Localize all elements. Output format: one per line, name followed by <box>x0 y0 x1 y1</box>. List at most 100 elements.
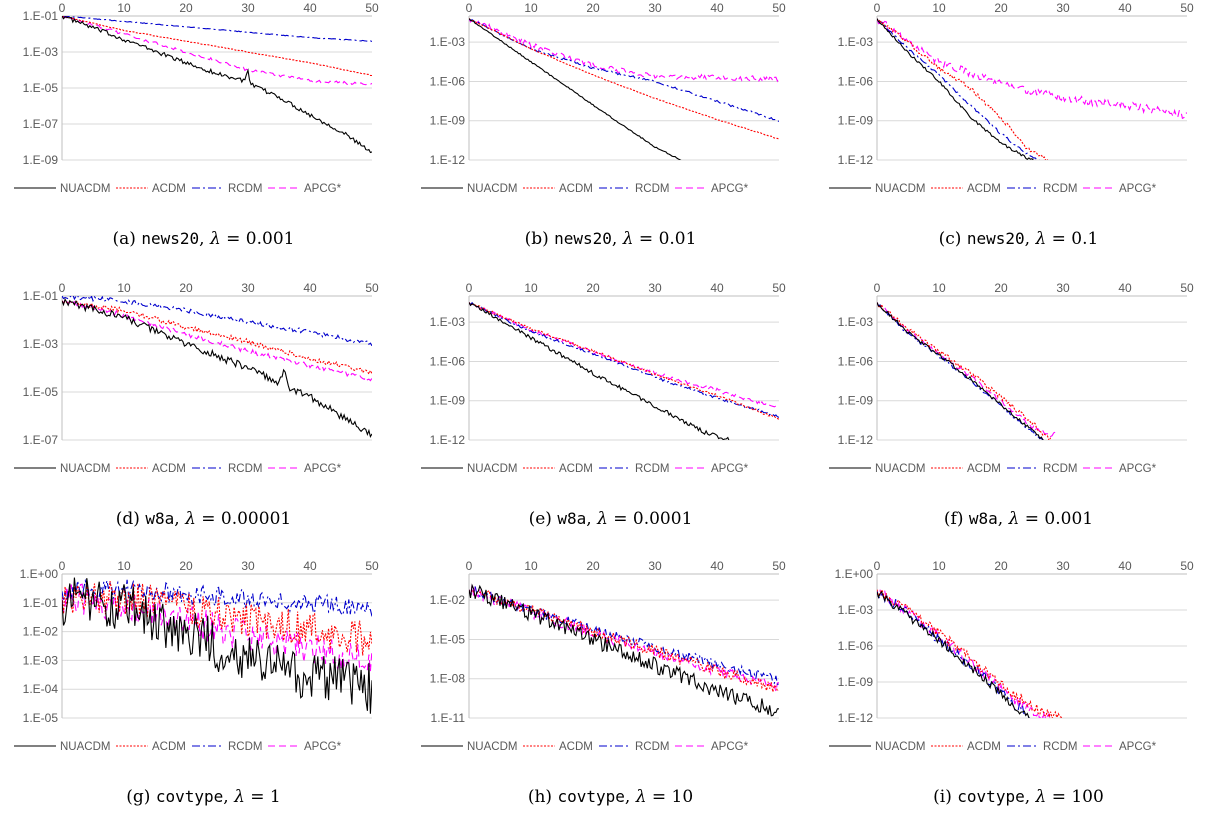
legend-label: APCG* <box>1119 183 1157 195</box>
y-tick-label: 1.E-12 <box>838 711 874 725</box>
chart-panel-h: 1.E-02 1.E-05 1.E-08 1.E-11 0 10 20 30 40 50 NUACD… <box>407 558 814 836</box>
x-tick-label: 50 <box>365 281 379 295</box>
y-tick-label: 1.E-01 <box>23 9 59 23</box>
caption-dataset: covtype <box>957 787 1025 806</box>
x-tick-label: 40 <box>710 281 724 295</box>
x-tick-label: 10 <box>524 281 538 295</box>
caption-lambda-value: = 100 <box>1046 787 1104 807</box>
legend-label: RCDM <box>635 741 670 753</box>
x-tick-label: 20 <box>994 1 1008 15</box>
y-tick-label: 1.E-09 <box>430 114 466 128</box>
chart-svg-g: 1.E+00 1.E-01 1.E-02 1.E-03 1.E-04 1.E-05 0 10 2… <box>14 559 379 753</box>
series-line-nuacdm <box>877 590 1030 718</box>
caption-dataset: covtype <box>155 787 224 806</box>
caption-label: (e) <box>528 509 558 529</box>
x-tick-label: 10 <box>524 559 538 573</box>
x-tick-label: 30 <box>241 281 255 295</box>
series-line-acdm <box>877 18 1049 160</box>
x-tick-label: 0 <box>466 559 473 573</box>
x-tick-label: 30 <box>1056 559 1070 573</box>
series-line-nuacdm <box>469 583 779 717</box>
legend-label: APCG* <box>711 741 749 753</box>
x-tick-label: 0 <box>59 281 66 295</box>
x-tick-label: 20 <box>586 1 600 15</box>
series-line-nuacdm <box>62 16 372 154</box>
x-tick-label: 40 <box>710 559 724 573</box>
chart-caption: (e) w8a, λ = 0.0001 <box>528 509 693 529</box>
caption-lambda-symbol: λ <box>635 787 647 807</box>
x-tick-label: 0 <box>874 281 881 295</box>
x-tick-label: 40 <box>303 1 317 15</box>
caption-lambda-symbol: λ <box>185 509 196 529</box>
caption-lambda-symbol: λ <box>597 509 608 529</box>
legend-label: ACDM <box>559 741 593 753</box>
series-line-nuacdm <box>62 577 372 714</box>
chart-caption: (b) news20, λ = 0.01 <box>524 229 697 249</box>
y-tick-label: 1.E-05 <box>23 81 59 95</box>
x-tick-label: 50 <box>365 559 379 573</box>
legend-label: ACDM <box>967 741 1001 753</box>
caption-dataset: covtype <box>557 787 625 806</box>
y-tick-label: 1.E-01 <box>23 289 59 303</box>
chart-caption: (g) covtype, λ = 1 <box>126 787 281 807</box>
x-tick-label: 20 <box>994 559 1008 573</box>
y-tick-label: 1.E-09 <box>23 153 59 167</box>
series-line-apcgstar <box>469 302 779 408</box>
x-tick-label: 30 <box>241 1 255 15</box>
series-line-apcgstar <box>877 18 1187 120</box>
y-tick-label: 1.E-11 <box>431 711 466 725</box>
series-line-rcdm <box>469 586 779 685</box>
y-tick-label: 1.E-06 <box>838 639 874 653</box>
series-line-apcgstar <box>62 583 372 672</box>
chart-svg-b: 1.E-03 1.E-06 1.E-09 1.E-12 0 10 20 30 40 50 NUACD… <box>421 1 786 195</box>
series-line-nuacdm <box>469 18 682 160</box>
x-tick-label: 50 <box>772 559 786 573</box>
series-line-acdm <box>62 581 372 656</box>
y-tick-label: 1.E-02 <box>23 625 59 639</box>
x-tick-label: 40 <box>710 1 724 15</box>
y-tick-label: 1.E-08 <box>430 672 466 686</box>
legend-label: APCG* <box>1119 741 1157 753</box>
caption-label: (b) <box>524 229 555 249</box>
caption-lambda-value: = 0.00001 <box>195 509 292 529</box>
legend-label: NUACDM <box>60 183 110 195</box>
legend-label: NUACDM <box>60 741 110 753</box>
x-tick-label: 30 <box>648 1 662 15</box>
series-line-rcdm <box>62 16 372 43</box>
chart-svg-h: 1.E-02 1.E-05 1.E-08 1.E-11 0 10 20 30 40 50 NUACD… <box>421 559 786 753</box>
caption-dataset: w8a <box>145 509 175 528</box>
legend-label: APCG* <box>304 183 342 195</box>
caption-lambda-value: = 0.1 <box>1046 229 1099 249</box>
y-tick-label: 1.E-03 <box>23 45 59 59</box>
y-tick-label: 1.E-06 <box>838 354 874 368</box>
x-tick-label: 20 <box>179 559 193 573</box>
legend-label: ACDM <box>967 463 1001 475</box>
series-line-acdm <box>469 302 779 420</box>
series-line-rcdm <box>469 18 779 122</box>
x-tick-label: 40 <box>303 281 317 295</box>
series-line-acdm <box>877 302 1052 440</box>
legend-label: APCG* <box>711 183 749 195</box>
legend-label: ACDM <box>152 741 186 753</box>
legend-label: APCG* <box>711 463 749 475</box>
y-tick-label: 1.E-03 <box>838 315 874 329</box>
legend-label: NUACDM <box>467 463 517 475</box>
x-tick-label: 0 <box>466 1 473 15</box>
x-tick-label: 50 <box>1180 559 1194 573</box>
series-line-rcdm <box>469 301 779 418</box>
x-tick-label: 0 <box>59 1 66 15</box>
y-tick-label: 1.E-03 <box>430 35 466 49</box>
series-line-nuacdm <box>62 298 372 439</box>
chart-caption: (f) w8a, λ = 0.001 <box>943 509 1094 529</box>
legend-label: RCDM <box>228 183 263 195</box>
y-tick-label: 1.E-05 <box>23 385 59 399</box>
caption-lambda-symbol: λ <box>1008 509 1020 529</box>
chart-caption: (d) w8a, λ = 0.00001 <box>115 509 292 529</box>
legend-label: RCDM <box>228 463 263 475</box>
caption-lambda-symbol: λ <box>622 229 634 249</box>
y-tick-label: 1.E-09 <box>838 114 874 128</box>
x-tick-label: 20 <box>586 559 600 573</box>
chart-svg-e: 1.E-03 1.E-06 1.E-09 1.E-12 0 10 20 30 40 50 NUACD… <box>421 281 786 475</box>
x-tick-label: 30 <box>648 281 662 295</box>
chart-svg-d: 1.E-01 1.E-03 1.E-05 1.E-07 0 10 20 30 40 50 NUACD… <box>14 281 379 475</box>
